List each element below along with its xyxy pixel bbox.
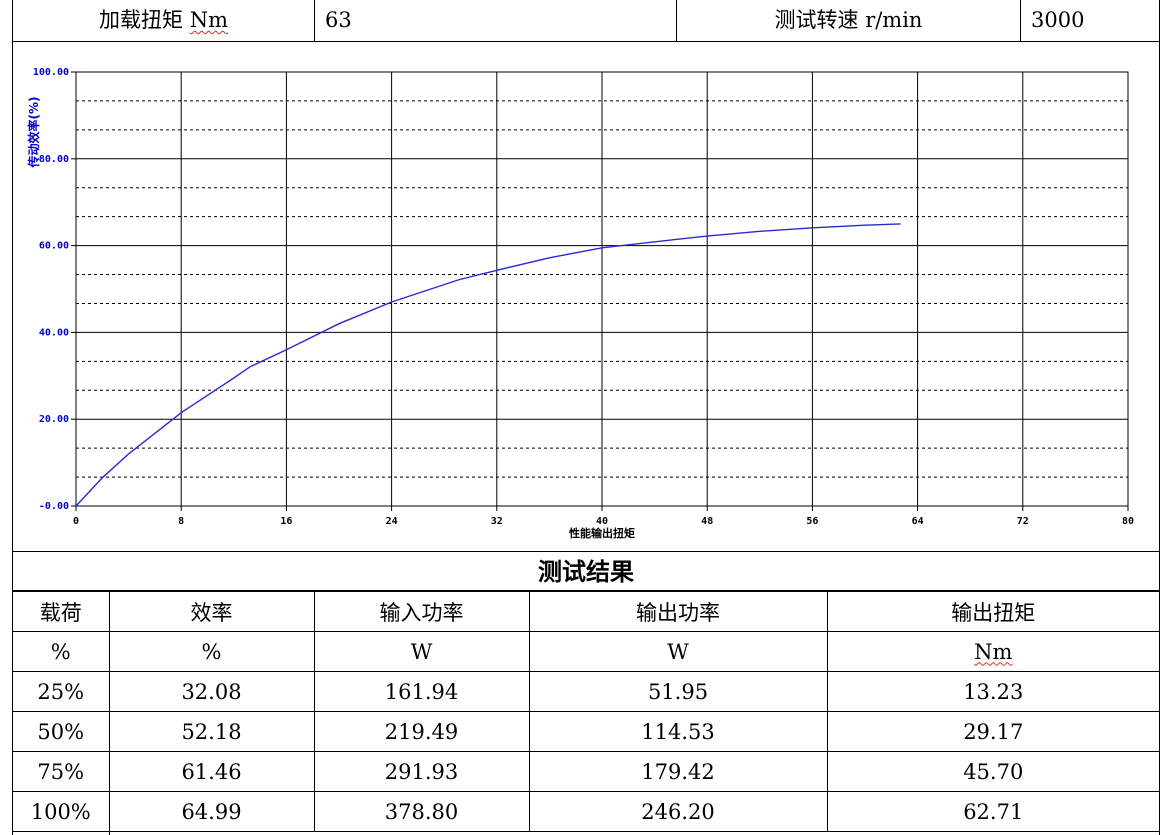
table-row-cell-4: 29.17	[826, 711, 1159, 752]
table-row-cell-0: 50%	[13, 711, 110, 752]
table-row-cell-2: 378.80	[313, 791, 530, 832]
table-row-cell-2: 219.49	[313, 711, 530, 752]
results-unit-row-cell-2: W	[313, 631, 530, 672]
table-row-cell-4: 62.71	[826, 791, 1159, 832]
load-torque-label: 加载扭矩 Nm	[13, 0, 315, 41]
y-axis-title: 传动效率(%)	[26, 97, 41, 169]
table-continuation	[13, 830, 110, 835]
results-unit-row-cell-0: %	[13, 631, 110, 672]
results-unit-row-cell-1: %	[108, 631, 315, 672]
table-row-cell-0: 75%	[13, 751, 110, 792]
results-header-row: 载荷 效率 输入功率 输出功率 输出扭矩	[13, 591, 1159, 632]
results-header-row-cell-4: 输出扭矩	[826, 591, 1159, 632]
x-tick-label: 24	[386, 516, 398, 527]
table-row-cell-4: 45.70	[826, 751, 1159, 792]
table-row-cell-1: 52.18	[108, 711, 315, 752]
table-row-cell-3: 114.53	[528, 711, 828, 752]
y-tick-label: -0.00	[39, 501, 69, 512]
table-row-cell-0: 100%	[13, 791, 110, 832]
x-tick-label: 32	[491, 516, 503, 527]
load-torque-label-text: 加载扭矩	[99, 8, 183, 32]
x-tick-label: 16	[280, 516, 292, 527]
y-tick-label: 20.00	[39, 414, 69, 425]
test-speed-label: 测试转速 r/min	[677, 0, 1021, 41]
efficiency-chart: 0 8 16 24 32 40 48 56 64 72 80 -0.00 20.00 40.00 60.00…	[13, 42, 1159, 550]
x-tick-label: 72	[1017, 516, 1029, 527]
load-torque-unit: Nm	[189, 8, 228, 32]
table-row: 25% 32.08 161.94 51.95 13.23	[13, 671, 1159, 712]
table-row-cell-3: 179.42	[528, 751, 828, 792]
report-sheet: 加载扭矩 Nm 63 测试转速 r/min 3000 0 8 16 24 32 40 48 5…	[12, 0, 1160, 835]
efficiency-curve	[75, 223, 901, 507]
table-row-cell-0: 25%	[13, 671, 110, 712]
efficiency-chart-svg: 0 8 16 24 32 40 48 56 64 72 80 -0.00 20.00 40.00 60.00…	[26, 67, 1134, 540]
results-unit-row: %% W W Nm	[13, 631, 1159, 672]
x-tick-label: 48	[701, 516, 713, 527]
table-row: 50% 52.18 219.49 114.53 29.17	[13, 711, 1159, 752]
x-tick-label: 0	[73, 516, 79, 527]
results-header-row-cell-3: 输出功率	[528, 591, 828, 632]
results-header-row-cell-2: 输入功率	[313, 591, 530, 632]
x-tick-label: 40	[596, 516, 608, 527]
x-tick-label: 8	[178, 516, 184, 527]
table-row-cell-3: 246.20	[528, 791, 828, 832]
x-tick-label: 64	[912, 516, 924, 527]
x-tick-label: 80	[1122, 516, 1134, 527]
y-tick-label: 100.00	[33, 67, 69, 78]
test-parameters-row: 加载扭矩 Nm 63 测试转速 r/min 3000	[13, 0, 1159, 42]
test-speed-value: 3000	[1031, 8, 1085, 32]
load-torque-value: 63	[315, 0, 677, 41]
table-row-cell-3: 51.95	[528, 671, 828, 712]
results-header-row-cell-0: 载荷	[13, 591, 110, 632]
results-unit-row-cell-4: Nm	[826, 631, 1159, 672]
table-row-cell-2: 291.93	[313, 751, 530, 792]
table-row: 75% 61.46 291.93 179.42 45.70	[13, 751, 1159, 792]
results-table: 载荷 效率 输入功率 输出功率 输出扭矩%% W W Nm 25% 32.08 161.94 51.9…	[13, 591, 1159, 832]
table-row: 100% 64.99 378.80 246.20 62.71	[13, 791, 1159, 832]
table-row-cell-1: 64.99	[108, 791, 315, 832]
table-row-cell-1: 61.46	[108, 751, 315, 792]
y-tick-label: 80.00	[39, 154, 69, 165]
x-tick-label: 56	[806, 516, 818, 527]
results-unit-row-cell-3: W	[528, 631, 828, 672]
table-row-cell-1: 32.08	[108, 671, 315, 712]
x-axis-title: 性能输出扭矩	[569, 526, 635, 540]
results-title: 测试结果	[13, 551, 1159, 591]
table-row-cell-4: 13.23	[826, 671, 1159, 712]
table-row-cell-2: 161.94	[313, 671, 530, 712]
results-header-row-cell-1: 效率	[108, 591, 315, 632]
y-tick-label: 60.00	[39, 241, 69, 252]
y-tick-label: 40.00	[39, 327, 69, 338]
